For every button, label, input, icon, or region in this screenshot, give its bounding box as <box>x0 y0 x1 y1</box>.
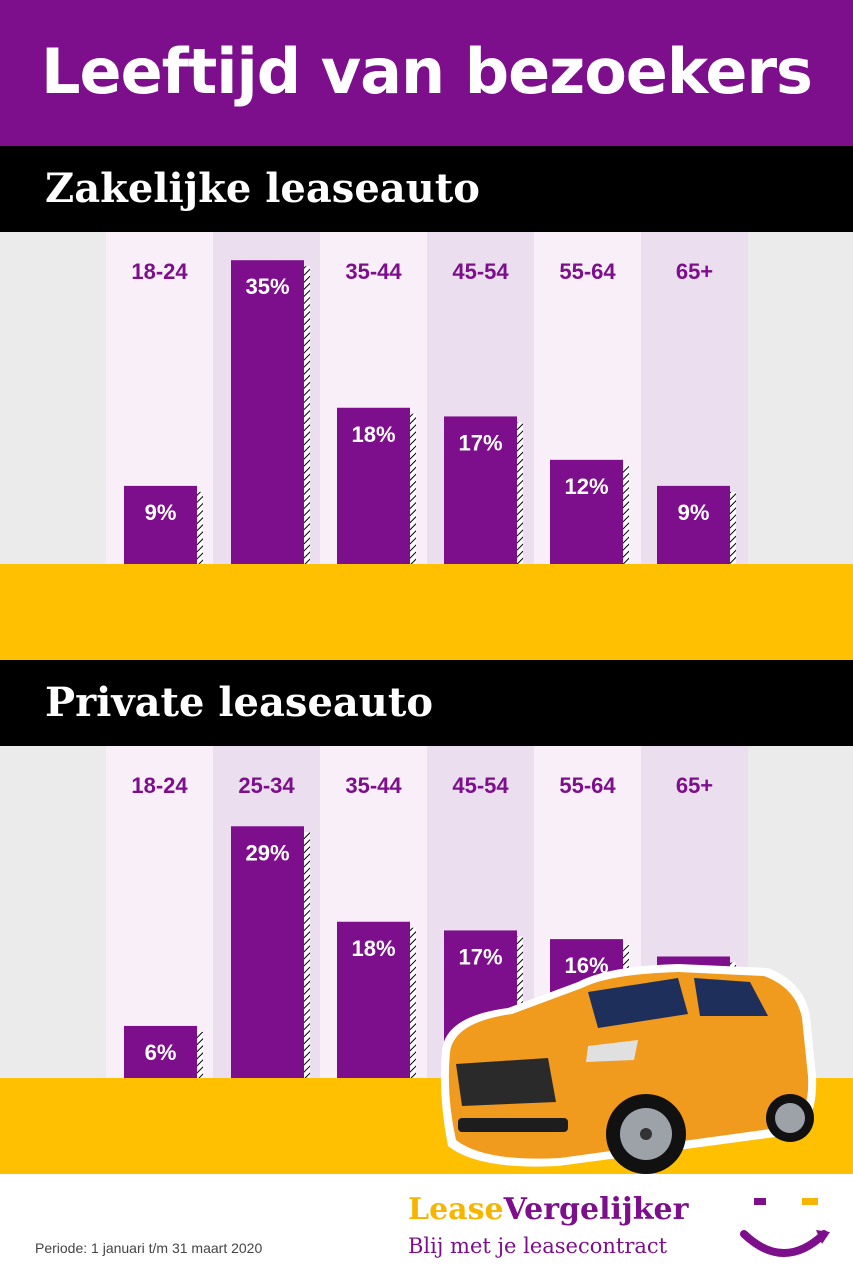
bar-25-34 <box>231 260 304 564</box>
category-label: 25-34 <box>238 773 295 798</box>
section-header-privaat: Private leaseauto <box>0 660 853 746</box>
category-label: 65+ <box>676 259 713 284</box>
category-label: 18-24 <box>131 259 188 284</box>
bar-shadow <box>197 1031 203 1078</box>
bar-value-label: 18% <box>351 422 395 447</box>
section-header-zakelijk: Zakelijke leaseauto <box>0 146 853 232</box>
category-label: 45-54 <box>452 773 509 798</box>
bar-value-label: 6% <box>145 1040 177 1065</box>
bar-shadow <box>730 491 736 564</box>
brand-name-part2: Vergelijker <box>503 1192 689 1227</box>
section-title-privaat: Private leaseauto <box>45 679 434 726</box>
period-text: Periode: 1 januari t/m 31 maart 2020 <box>35 1240 263 1256</box>
orange-suv-icon <box>440 964 817 1174</box>
bar-18-24 <box>124 1025 197 1078</box>
bar-18-24 <box>124 485 197 564</box>
category-label: 25-34 <box>238 259 295 284</box>
page-title: Leeftijd van bezoekers <box>41 35 813 108</box>
category-label: 35-44 <box>345 259 402 284</box>
bar-value-label: 29% <box>245 840 289 865</box>
bar-shadow <box>517 422 523 564</box>
bar-shadow <box>623 465 629 564</box>
ground-stripe <box>0 564 853 660</box>
category-label: 55-64 <box>559 259 616 284</box>
bar-25-34 <box>231 826 304 1078</box>
bar-value-label: 17% <box>458 430 502 455</box>
bar-shadow <box>304 266 310 564</box>
bar-65+ <box>657 485 730 564</box>
smiley-icon <box>740 1198 830 1257</box>
bar-value-label: 35% <box>245 274 289 299</box>
brand-logo[interactable]: LeaseVergelijker Blij met je leasecontra… <box>408 1190 728 1262</box>
bar-value-label: 12% <box>564 474 608 499</box>
bar-35-44 <box>337 407 410 564</box>
bar-shadow <box>304 832 310 1078</box>
title-banner: Leeftijd van bezoekers <box>0 0 853 146</box>
category-label: 45-54 <box>452 259 509 284</box>
category-label: 65+ <box>676 773 713 798</box>
bar-shadow <box>410 413 416 564</box>
category-label: 35-44 <box>345 773 402 798</box>
bar-shadow <box>197 491 203 564</box>
category-label: 18-24 <box>131 773 188 798</box>
bar-value-label: 18% <box>351 936 395 961</box>
bar-value-label: 9% <box>678 500 710 525</box>
bar-value-label: 17% <box>458 944 502 969</box>
chart-zakelijk: 9% 18-24 35% 25-34 18% 35-44 17% 45-54 12% 55-64 9… <box>0 232 853 660</box>
brand-name-part1: Lease <box>408 1192 504 1227</box>
chart-privaat: 6%18-2429%25-3418%35-4417%45-5416%55-641… <box>0 746 853 1174</box>
brand-name: LeaseVergelijker <box>408 1190 728 1230</box>
bar-45-54 <box>444 416 517 564</box>
section-title-zakelijk: Zakelijke leaseauto <box>45 165 480 212</box>
bar-value-label: 9% <box>145 500 177 525</box>
category-label: 55-64 <box>559 773 616 798</box>
bar-55-64 <box>550 459 623 564</box>
bar-35-44 <box>337 921 410 1078</box>
chart-zakelijk-svg: 9% 18-24 35%25-34 18% 35-44 17% 45-54 12% 55-64 9… <box>0 232 853 660</box>
brand-tagline: Blij met je leasecontract <box>408 1234 668 1258</box>
bar-shadow <box>410 927 416 1078</box>
